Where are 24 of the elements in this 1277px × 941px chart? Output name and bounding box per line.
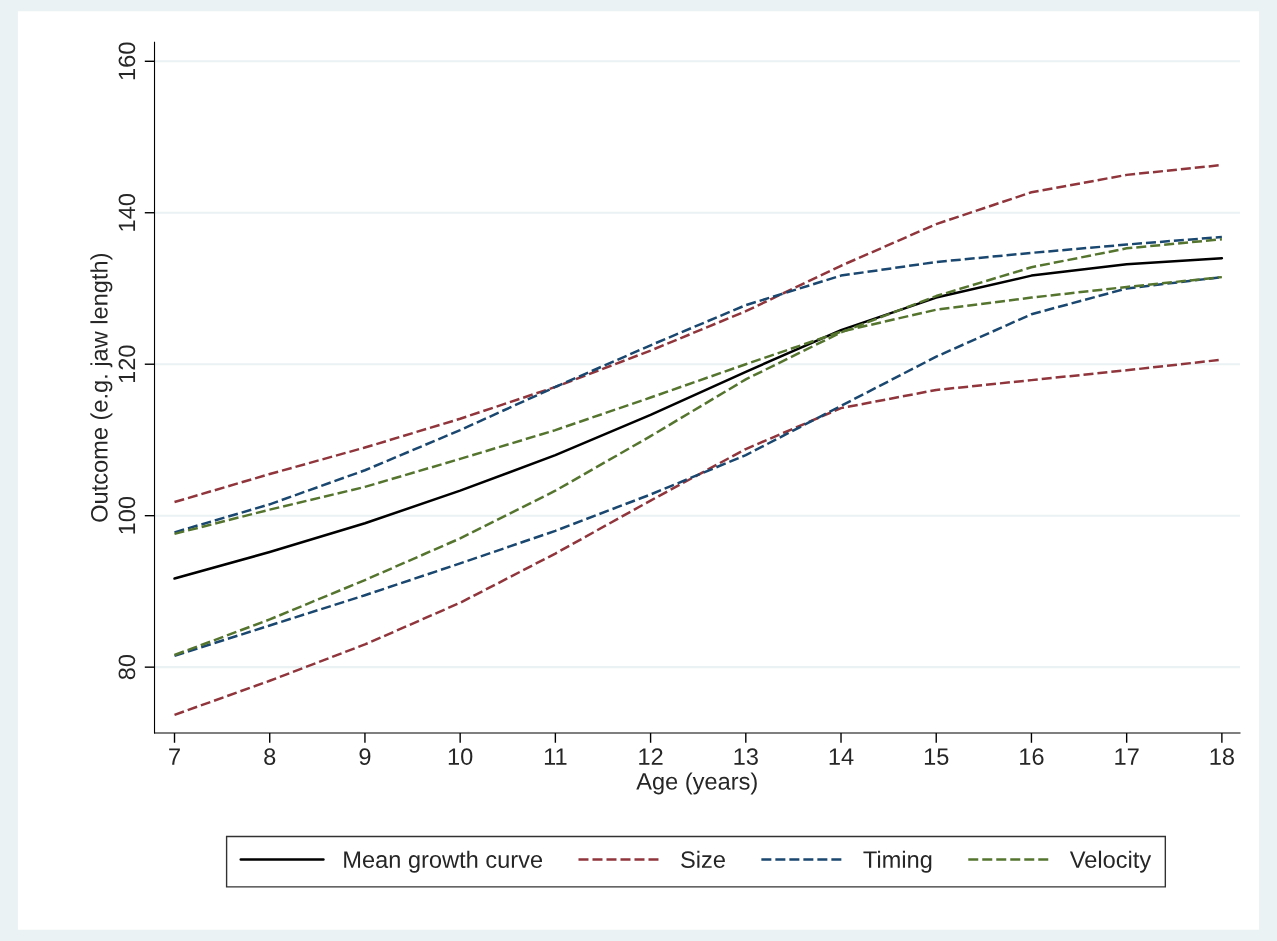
y-tick-label: 80 [118, 654, 136, 680]
x-tick-label: 7 [169, 748, 180, 765]
legend-label: Timing [863, 850, 932, 873]
x-tick-label: 13 [734, 748, 758, 765]
line-series [173, 256, 1224, 580]
x-tick-label: 17 [1115, 748, 1139, 765]
x-tick-label: 11 [544, 748, 567, 765]
x-tick-label: 14 [829, 748, 854, 765]
y-tick-label: 140 [118, 193, 136, 231]
legend-label: Mean growth curve [344, 850, 543, 873]
y-tick-label: 160 [118, 42, 136, 80]
legend-label: Velocity [1069, 850, 1152, 873]
y-axis-title: Outcome (e.g. jaw length) [90, 253, 113, 522]
x-tick-label: 18 [1210, 748, 1234, 765]
x-tick-label: 10 [448, 748, 473, 765]
x-tick-label: 16 [1020, 748, 1044, 765]
x-tick-label: 8 [264, 748, 276, 765]
x-tick-label: 9 [359, 748, 371, 765]
y-tick-label: 100 [118, 496, 136, 534]
y-tick-label: 120 [118, 345, 136, 383]
x-tick-label: 15 [924, 748, 949, 765]
legend-label: Size [681, 850, 725, 869]
x-axis-title: Age (years) [636, 772, 757, 795]
x-tick-label: 12 [639, 748, 663, 765]
